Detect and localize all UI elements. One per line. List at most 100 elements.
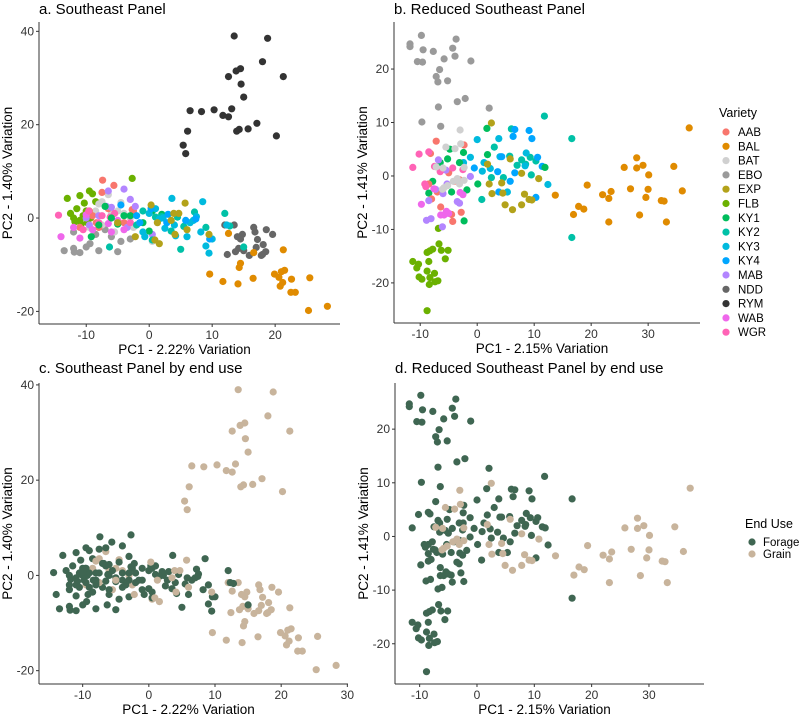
point-ky1 — [87, 233, 95, 241]
point-bat — [456, 486, 464, 494]
point-bat — [457, 140, 465, 148]
point-wab — [70, 223, 78, 231]
legend-swatch-wgr — [722, 328, 730, 336]
point-wab — [437, 211, 445, 219]
point-bal — [208, 629, 216, 637]
x-tick-label: 30 — [642, 688, 656, 702]
legend-swatch-ebo — [722, 171, 730, 179]
point-bal — [670, 162, 678, 170]
point-bat — [453, 175, 461, 183]
point-ebo — [419, 46, 427, 54]
x-tick-label: -10 — [78, 328, 96, 342]
point-bal — [633, 524, 642, 533]
point-exp — [167, 216, 175, 224]
point-bal — [686, 484, 694, 492]
point-ebo — [443, 437, 451, 445]
point-ebo — [448, 404, 456, 412]
point-ky3 — [495, 135, 503, 143]
point-wgr — [448, 524, 456, 533]
point-wgr — [95, 569, 103, 577]
y-tick-label: 20 — [376, 62, 390, 76]
point-ky4 — [534, 514, 542, 522]
point-ebo — [417, 478, 425, 486]
point-bal — [607, 187, 615, 196]
legend-swatch-rym — [722, 300, 730, 308]
point-rym — [184, 127, 192, 135]
point-wab — [76, 234, 84, 242]
point-exp — [535, 175, 543, 183]
point-ky3 — [197, 228, 205, 236]
point-ky2 — [478, 556, 486, 564]
point-ky3 — [199, 586, 207, 594]
point-wgr — [422, 183, 430, 191]
legend-label: WAB — [738, 313, 764, 325]
point-exp — [518, 530, 526, 538]
point-flb — [430, 630, 438, 638]
point-ebo — [95, 247, 103, 255]
point-ky4 — [525, 487, 533, 495]
point-mab — [130, 559, 138, 568]
point-ebo — [440, 55, 448, 63]
point-ebo — [70, 248, 78, 256]
point-exp — [184, 583, 193, 591]
point-bal — [662, 218, 671, 226]
point-ebo — [451, 52, 459, 60]
point-ky2 — [138, 564, 146, 572]
legend-label: KY3 — [738, 241, 760, 253]
point-rym — [241, 435, 249, 443]
point-ebo — [485, 104, 493, 112]
point-rym — [286, 427, 294, 435]
point-ky4 — [136, 219, 144, 227]
point-exp — [487, 119, 495, 127]
point-rym — [253, 119, 261, 127]
point-ky3 — [140, 590, 148, 599]
point-exp — [147, 201, 155, 209]
point-rym — [237, 80, 245, 88]
point-bal — [608, 548, 616, 556]
point-ndd — [274, 588, 283, 596]
point-ky2 — [527, 531, 536, 540]
point-mab — [466, 533, 474, 541]
point-rym — [264, 412, 272, 420]
point-ndd — [253, 235, 262, 244]
legend-label: KY4 — [738, 256, 760, 268]
point-wgr — [415, 150, 423, 158]
y-tick-label: -20 — [17, 664, 35, 678]
legend-label: MAB — [738, 270, 763, 282]
point-bat — [441, 503, 449, 512]
point-wgr — [75, 583, 83, 591]
point-ky4 — [164, 210, 172, 218]
panel-a: a. Southeast Panel -10 0 10 20 -20 0 20 40 PC1 - … — [0, 1, 340, 357]
point-flb — [429, 245, 437, 253]
point-rym — [279, 73, 287, 81]
point-rym — [182, 150, 190, 158]
point-bal — [306, 274, 314, 282]
point-rym — [186, 107, 194, 115]
point-wgr — [81, 564, 89, 572]
point-ky3 — [473, 136, 481, 144]
point-exp — [147, 558, 155, 566]
x-tick-label: 20 — [584, 327, 598, 341]
point-rym — [222, 467, 230, 475]
point-ebo — [436, 483, 444, 491]
point-bal — [222, 636, 230, 644]
point-exp — [488, 190, 496, 198]
point-ndd — [269, 230, 277, 238]
point-wab — [85, 583, 93, 591]
point-rym — [249, 480, 257, 488]
legend-label: FLB — [738, 199, 759, 211]
point-wgr — [421, 543, 429, 551]
legend-swatch-bat — [722, 157, 730, 165]
point-ky2 — [103, 601, 111, 609]
point-ky4 — [494, 168, 502, 176]
point-exp — [488, 550, 496, 558]
point-exp — [535, 535, 543, 543]
point-ky4 — [509, 493, 517, 501]
point-ky4 — [133, 212, 141, 220]
point-wab — [52, 590, 60, 599]
legend-swatch-flb — [722, 199, 730, 208]
point-ky2 — [568, 594, 576, 602]
point-ebo — [76, 249, 84, 257]
point-bal — [633, 514, 642, 522]
